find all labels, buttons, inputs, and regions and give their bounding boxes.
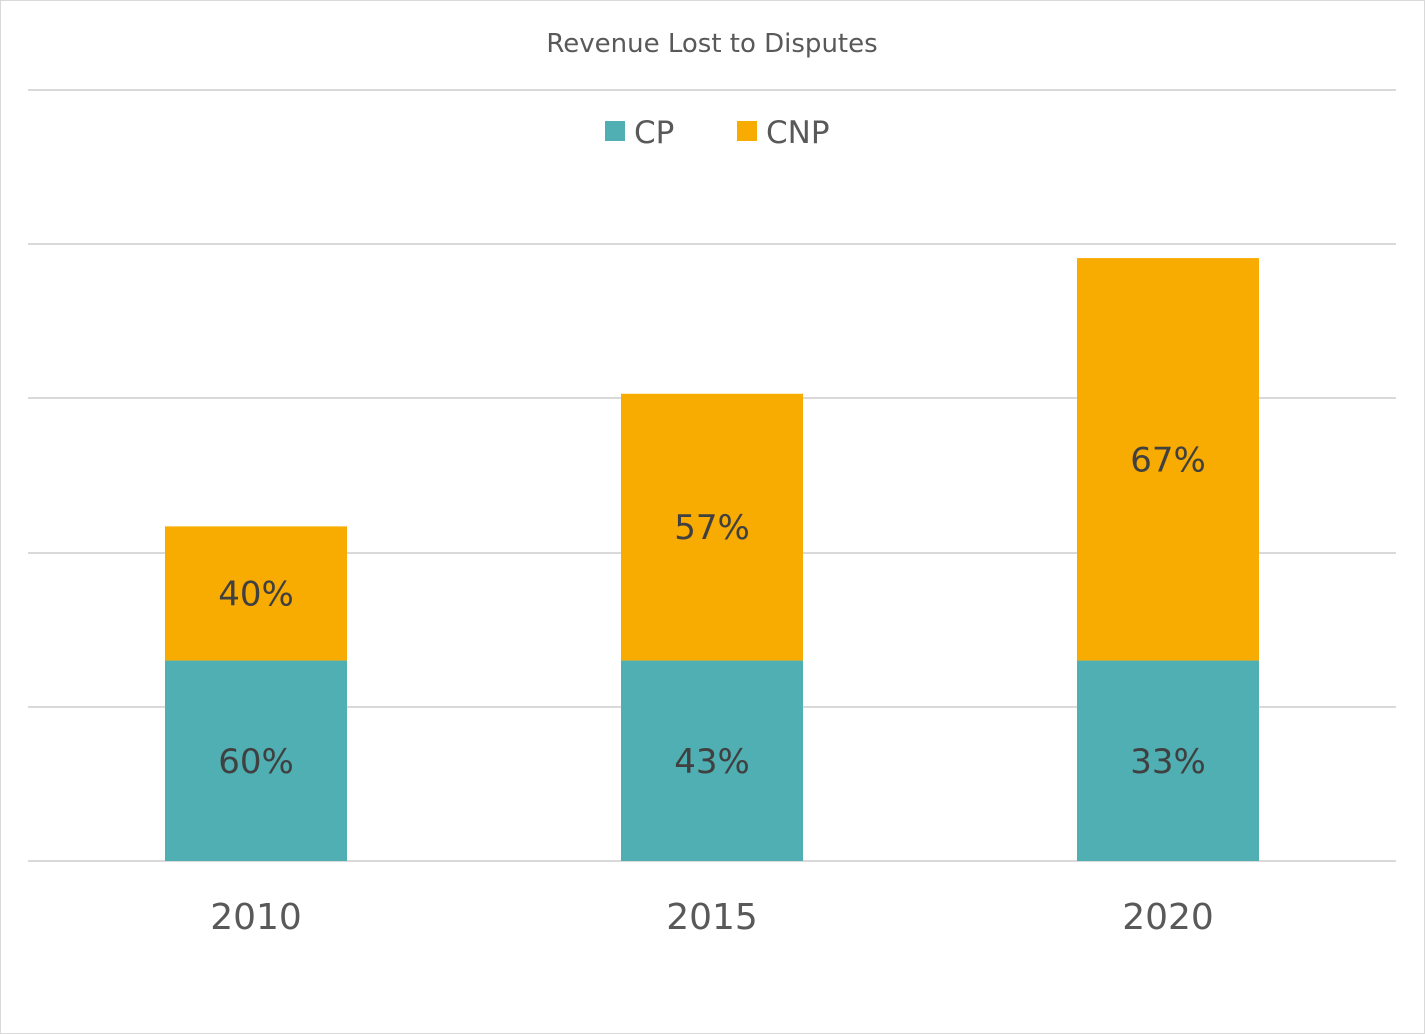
- x-axis-ticks: 2010 2015 2020: [210, 897, 1214, 938]
- chart-title: Revenue Lost to Disputes: [546, 29, 877, 59]
- data-label-cnp-2020: 67%: [1130, 440, 1206, 480]
- bar-cp-2020: [1077, 660, 1259, 861]
- x-tick-label: 2010: [210, 897, 302, 938]
- data-label-cp-2010: 60%: [218, 742, 294, 782]
- bar-cp-2015: [621, 660, 803, 861]
- legend-label-cp: CP: [634, 115, 674, 151]
- bar-group: 60% 40% 43% 57% 33% 67%: [165, 258, 1259, 861]
- legend-swatch-cp: [605, 121, 625, 141]
- bar-cnp-2020: [1077, 258, 1259, 661]
- bar-cnp-2015: [621, 393, 803, 661]
- data-label-cnp-2015: 57%: [674, 508, 750, 548]
- data-label-cp-2015: 43%: [674, 742, 750, 782]
- x-tick-label: 2020: [1122, 897, 1214, 938]
- data-label-cp-2020: 33%: [1130, 742, 1206, 782]
- legend-swatch-cnp: [737, 121, 757, 141]
- bar-cnp-2010: [165, 526, 347, 661]
- data-label-cnp-2010: 40%: [218, 574, 294, 614]
- x-tick-label: 2015: [666, 897, 758, 938]
- legend-label-cnp: CNP: [766, 115, 830, 151]
- bar-cp-2010: [165, 660, 347, 861]
- chart-legend: CP CNP: [605, 115, 830, 151]
